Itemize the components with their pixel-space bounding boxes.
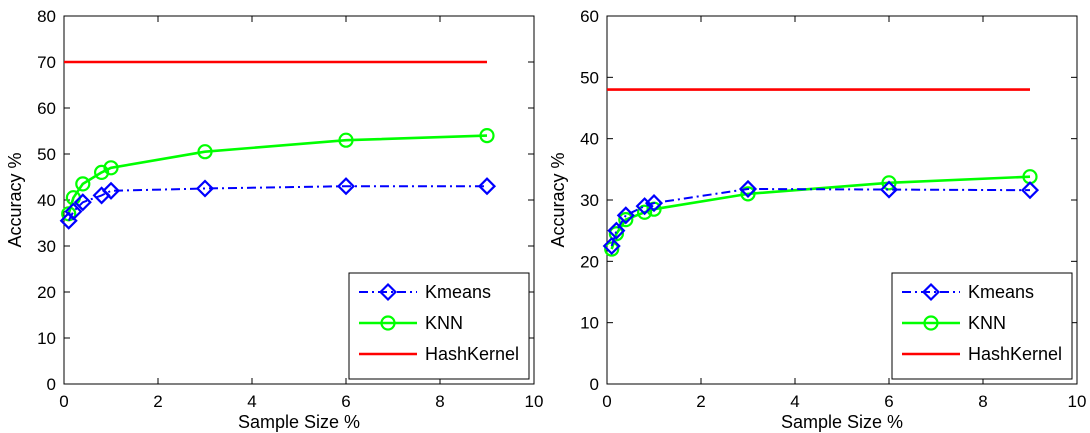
legend-label-hashkernel: HashKernel <box>968 344 1062 364</box>
data-point-kmeans <box>195 179 215 198</box>
x-tick-label: 10 <box>525 392 544 411</box>
y-tick-label: 20 <box>37 283 56 302</box>
y-tick-label: 20 <box>580 252 599 271</box>
legend-box <box>891 272 1073 380</box>
data-point-kmeans <box>1020 181 1040 200</box>
legend-marker-kmeans <box>921 282 941 302</box>
data-point-knn <box>197 144 213 160</box>
x-tick-label: 8 <box>435 392 444 411</box>
x-axis-label: Sample Size % <box>781 412 903 432</box>
x-tick-label: 4 <box>247 392 256 411</box>
data-point-knn <box>881 175 897 191</box>
legend: Kmeans KNN HashKernel <box>891 272 1073 380</box>
x-tick-label: 0 <box>602 392 611 411</box>
y-tick-label: 40 <box>580 130 599 149</box>
legend-marker-knn <box>923 315 939 331</box>
chart-panel-2: 0 2 4 6 8 10 0 10 20 30 40 50 60 Sample Size % Accurac… <box>548 7 1086 432</box>
legend-label-kmeans: Kmeans <box>968 282 1034 302</box>
data-point-kmeans <box>644 194 664 213</box>
series-line-knn <box>610 175 1031 250</box>
legend: Kmeans KNN HashKernel <box>348 272 530 380</box>
y-tick-label: 70 <box>37 53 56 72</box>
data-point-kmeans <box>879 180 899 199</box>
y-tick-label: 0 <box>590 375 599 394</box>
y-axis-label: Accuracy % <box>548 152 568 247</box>
data-point-kmeans <box>635 197 654 216</box>
x-tick-label: 6 <box>884 392 893 411</box>
legend-marker-kmeans <box>378 282 398 302</box>
y-tick-label: 50 <box>580 68 599 87</box>
y-tick-label: 30 <box>37 237 56 256</box>
y-tick-label: 0 <box>47 375 56 394</box>
y-tick-label: 10 <box>37 329 56 348</box>
data-point-knn <box>103 160 119 176</box>
x-tick-label: 4 <box>790 392 799 411</box>
data-point-knn <box>636 204 653 220</box>
data-point-kmeans <box>602 236 621 256</box>
y-axis-label: Accuracy % <box>5 152 25 247</box>
series-line-knn <box>67 134 488 215</box>
y-tick-label: 50 <box>37 145 56 164</box>
x-tick-label: 6 <box>341 392 350 411</box>
data-point-knn <box>75 176 91 192</box>
legend-label-kmeans: Kmeans <box>425 282 491 302</box>
y-tick-label: 60 <box>37 99 56 118</box>
data-point-kmeans <box>64 202 83 221</box>
data-point-kmeans <box>738 179 758 199</box>
legend-label-knn: KNN <box>425 313 463 333</box>
data-point-kmeans <box>101 181 121 200</box>
x-axis-label: Sample Size % <box>238 412 360 432</box>
x-tick-label: 8 <box>978 392 987 411</box>
data-point-knn <box>604 241 620 257</box>
legend-marker-knn <box>380 315 396 331</box>
x-tick-label: 2 <box>696 392 705 411</box>
y-tick-label: 40 <box>37 191 56 210</box>
data-point-kmeans <box>616 206 635 225</box>
x-tick-label: 2 <box>153 392 162 411</box>
data-point-knn <box>479 128 495 144</box>
data-point-knn <box>618 212 634 228</box>
y-tick-label: 10 <box>580 314 599 333</box>
chart-panel-1: 0 2 4 6 8 10 0 10 20 30 40 50 60 70 80 Sample Size % Acc… <box>5 7 543 432</box>
legend-box <box>348 272 530 380</box>
legend-label-knn: KNN <box>968 313 1006 333</box>
data-point-kmeans <box>477 177 497 196</box>
y-tick-label: 60 <box>580 7 599 26</box>
y-tick-label: 80 <box>37 7 56 26</box>
data-point-kmeans <box>336 177 356 196</box>
data-point-kmeans <box>73 193 92 212</box>
data-point-knn <box>608 226 625 242</box>
x-tick-label: 10 <box>1068 392 1087 411</box>
data-point-kmeans <box>607 221 626 240</box>
data-point-knn <box>338 132 354 148</box>
legend-label-hashkernel: HashKernel <box>425 344 519 364</box>
x-tick-label: 0 <box>59 392 68 411</box>
data-point-knn <box>740 186 756 202</box>
y-tick-label: 30 <box>580 191 599 210</box>
